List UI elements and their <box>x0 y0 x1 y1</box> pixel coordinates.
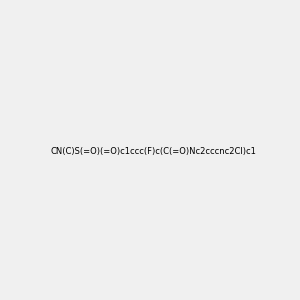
Text: CN(C)S(=O)(=O)c1ccc(F)c(C(=O)Nc2cccnc2Cl)c1: CN(C)S(=O)(=O)c1ccc(F)c(C(=O)Nc2cccnc2Cl… <box>51 147 257 156</box>
